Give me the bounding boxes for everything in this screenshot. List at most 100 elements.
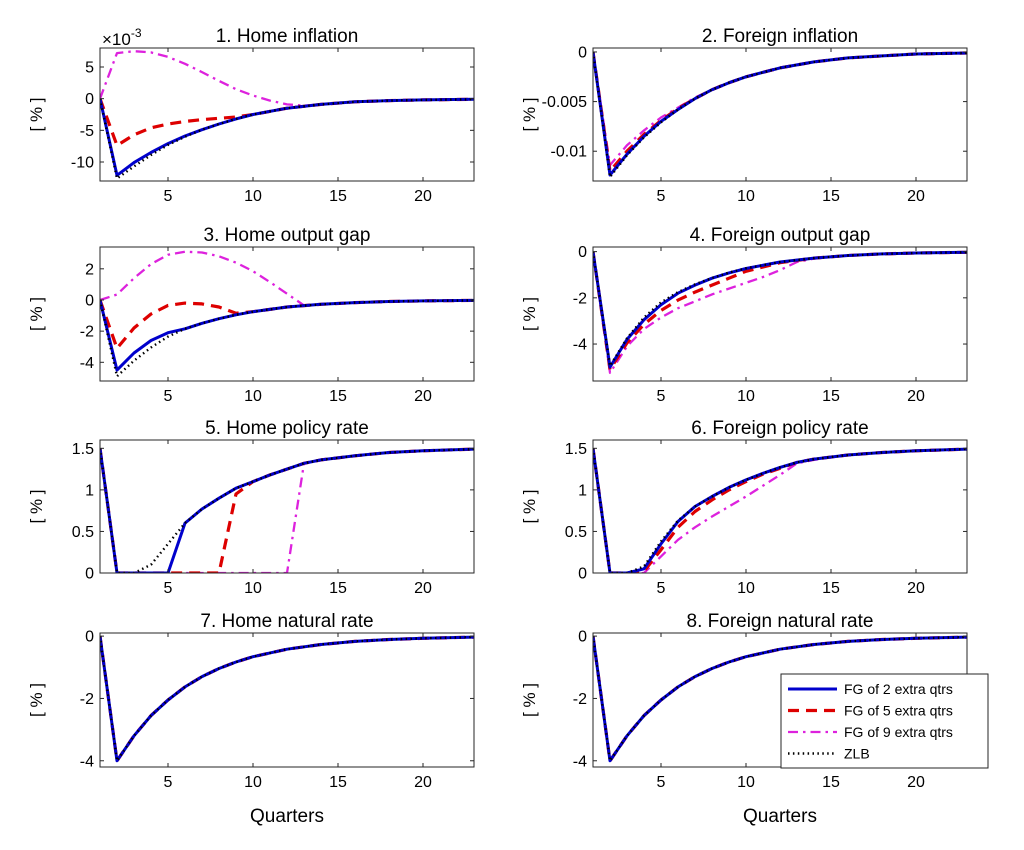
x-tick-label: 5 — [657, 580, 666, 597]
x-tick-label: 20 — [907, 188, 925, 205]
y-tick-label: 0 — [85, 292, 94, 309]
series-line-4 — [593, 635, 967, 762]
x-tick-label: 5 — [164, 188, 173, 205]
y-axis-label: [ % ] — [27, 297, 46, 331]
x-tick-label: 20 — [907, 388, 925, 405]
series-line-2 — [593, 250, 967, 371]
x-tick-label: 10 — [244, 580, 262, 597]
y-tick-label: 0 — [578, 44, 587, 61]
y-tick-label: -2 — [573, 691, 587, 708]
x-tick-label: 5 — [164, 388, 173, 405]
plot-area — [100, 247, 474, 381]
panel-3: 5 10 15 20 -4 -2 0 2 3. Home output gap [ % ] — [27, 225, 475, 405]
y-tick-label: -2 — [573, 290, 587, 307]
series-line-4 — [100, 447, 474, 573]
series-line-4 — [100, 635, 474, 762]
y-tick-label: 0.5 — [72, 524, 94, 541]
y-tick-label: 0 — [578, 244, 587, 261]
x-tick-label: 5 — [657, 188, 666, 205]
y-axis-label: [ % ] — [27, 489, 46, 523]
legend-label-2: FG of 5 extra qtrs — [844, 703, 953, 719]
plot-area — [100, 633, 474, 767]
legend: FG of 2 extra qtrs FG of 5 extra qtrs FG o… — [780, 673, 989, 769]
x-tick-label: 20 — [414, 388, 432, 405]
y-tick-label: 0.5 — [565, 524, 587, 541]
series-line-2 — [593, 447, 967, 573]
y-tick-label: -4 — [80, 753, 94, 770]
plot-area — [100, 48, 474, 181]
panel-title: 6. Foreign policy rate — [691, 418, 868, 439]
axes-frame — [592, 246, 968, 382]
x-tick-label: 15 — [329, 774, 347, 791]
panel-4: 5 10 15 20 -4 -2 0 4. Foreign output gap [ % ] — [520, 225, 968, 405]
series-line-3 — [100, 250, 474, 307]
series-line-3 — [593, 251, 967, 375]
axes-frame — [99, 47, 475, 182]
x-tick-label: 10 — [244, 388, 262, 405]
x-tick-label: 15 — [329, 388, 347, 405]
series-line-1 — [593, 250, 967, 369]
y-tick-label: -4 — [573, 753, 587, 770]
panel-title: 5. Home policy rate — [205, 418, 369, 439]
legend-label-4: ZLB — [844, 746, 870, 762]
panel-title: 7. Home natural rate — [200, 611, 373, 632]
axes-frame — [99, 632, 475, 768]
panel-1: 5 10 15 20 -10 -5 0 5 1. Home inflation [ % ] ×10-… — [27, 26, 475, 205]
y-tick-label: -5 — [80, 123, 94, 140]
x-tick-label: 20 — [414, 774, 432, 791]
y-tick-label: 1.5 — [565, 441, 587, 458]
x-tick-label: 15 — [822, 388, 840, 405]
x-tick-label: 10 — [737, 388, 755, 405]
y-tick-label: 0 — [85, 91, 94, 108]
series-line-4 — [100, 299, 474, 378]
y-tick-label: -2 — [80, 691, 94, 708]
plot-area — [100, 440, 474, 573]
axes-frame — [99, 439, 475, 574]
x-tick-label: 20 — [907, 774, 925, 791]
x-axis-label: Quarters — [743, 806, 817, 827]
series-line-4 — [100, 98, 474, 180]
x-tick-label: 15 — [822, 774, 840, 791]
x-tick-label: 20 — [414, 188, 432, 205]
panel-7: 5 10 15 20 -4 -2 0 7. Home natural rate [ % ] Qua… — [27, 611, 475, 827]
x-tick-label: 10 — [737, 580, 755, 597]
plot-area — [593, 48, 967, 181]
x-tick-label: 5 — [657, 774, 666, 791]
y-axis-label: [ % ] — [520, 297, 539, 331]
y-axis-label: [ % ] — [27, 97, 46, 131]
y-tick-label: -4 — [80, 355, 94, 372]
y-axis-label: [ % ] — [520, 489, 539, 523]
y-multiplier-label: ×10-3 — [102, 26, 142, 49]
x-tick-label: 20 — [907, 580, 925, 597]
y-tick-label: 0 — [85, 566, 94, 583]
legend-label-1: FG of 2 extra qtrs — [844, 681, 953, 697]
x-tick-label: 5 — [164, 774, 173, 791]
x-tick-label: 15 — [329, 580, 347, 597]
y-tick-label: 0 — [578, 629, 587, 646]
x-tick-label: 15 — [329, 188, 347, 205]
y-tick-label: -0.01 — [551, 144, 588, 161]
panel-title: 1. Home inflation — [216, 26, 359, 47]
y-axis-label: [ % ] — [27, 683, 46, 717]
x-tick-label: 5 — [164, 580, 173, 597]
series-line-4 — [593, 447, 967, 573]
x-tick-label: 10 — [737, 774, 755, 791]
panel-title: 8. Foreign natural rate — [687, 611, 874, 632]
x-axis-label: Quarters — [250, 806, 324, 827]
y-tick-label: -0.005 — [542, 94, 587, 111]
axes-frame — [99, 246, 475, 382]
y-axis-label: [ % ] — [520, 97, 539, 131]
plot-area — [593, 440, 967, 573]
y-tick-label: 2 — [85, 261, 94, 278]
axes-frame — [592, 439, 968, 574]
panel-2: 5 10 15 20 -0.01 -0.005 0 2. Foreign inflation [… — [520, 26, 968, 205]
x-tick-label: 20 — [414, 580, 432, 597]
x-tick-label: 10 — [244, 188, 262, 205]
y-tick-label: -2 — [80, 324, 94, 341]
y-tick-label: 1.5 — [72, 441, 94, 458]
x-tick-label: 15 — [822, 580, 840, 597]
y-axis-label: [ % ] — [520, 683, 539, 717]
x-tick-label: 15 — [822, 188, 840, 205]
x-tick-label: 10 — [244, 774, 262, 791]
y-tick-label: -4 — [573, 337, 587, 354]
